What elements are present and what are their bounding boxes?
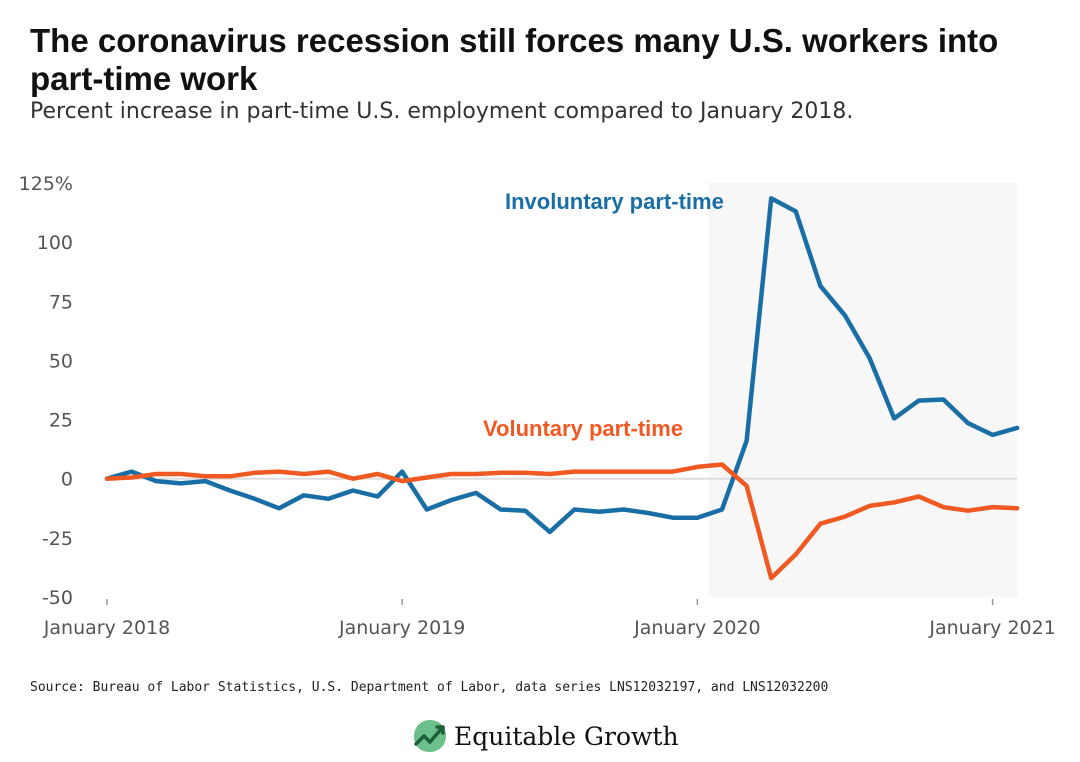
x-tick-label: January 2021 [928,617,1055,639]
y-tick-label: 100 [37,232,73,254]
y-tick-label: -25 [42,528,73,550]
chart-subtitle: Percent increase in part-time U.S. emplo… [30,99,854,124]
involuntary-series-label: Involuntary part-time [505,189,724,214]
voluntary-part-time-line [104,462,1020,581]
voluntary-series-label: Voluntary part-time [483,416,683,441]
x-tick-label: January 2018 [43,617,170,639]
y-tick-label: 0 [61,469,73,491]
y-tick-label: 125% [19,173,73,195]
x-tick-label: January 2020 [633,617,760,639]
equitable-growth-logo: Equitable Growth [412,716,679,756]
y-tick-label: 25 [49,410,73,432]
y-tick-label: 50 [49,350,73,372]
involuntary-part-time-line [104,196,1020,535]
logo-text: Equitable Growth [454,721,679,751]
chart-title: The coronavirus recession still forces m… [30,22,999,97]
source-note: Source: Bureau of Labor Statistics, U.S.… [30,680,829,695]
growth-leaf-icon [414,720,446,752]
x-tick-label: January 2019 [338,617,465,639]
line-chart: -50 -25 0 25 50 75 100 125% January 2018 January … [19,173,1056,639]
y-tick-label: -50 [42,587,73,609]
recession-shading [708,183,1018,597]
y-tick-label: 75 [49,291,73,313]
